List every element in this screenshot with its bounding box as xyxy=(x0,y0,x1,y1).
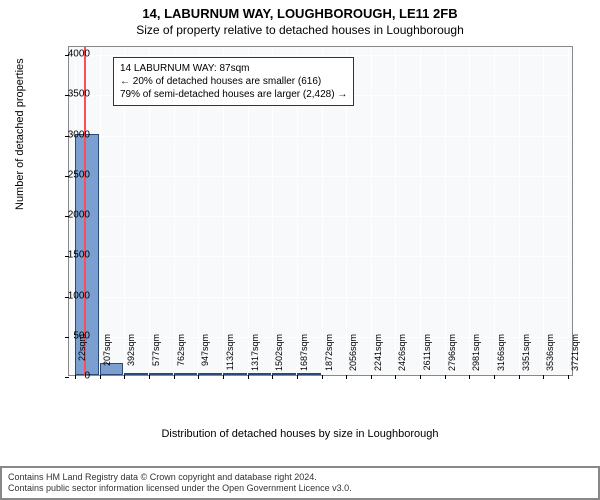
gridline-h xyxy=(69,136,572,137)
xtick-label: 577sqm xyxy=(151,334,161,366)
histogram-bar xyxy=(248,373,272,375)
ytick-label: 2500 xyxy=(68,169,90,180)
xtick-mark xyxy=(297,375,298,379)
plot-wrapper: 14 LABURNUM WAY: 87sqm← 20% of detached … xyxy=(68,46,573,376)
xtick-label: 2056sqm xyxy=(348,334,358,371)
xtick-label: 3351sqm xyxy=(521,334,531,371)
ytick-mark xyxy=(65,337,69,338)
xtick-mark xyxy=(198,375,199,379)
gridline-v xyxy=(568,47,569,375)
xtick-mark xyxy=(371,375,372,379)
gridline-v xyxy=(519,47,520,375)
histogram-bar xyxy=(174,373,198,375)
gridline-h xyxy=(69,377,572,378)
histogram-bar xyxy=(297,373,321,375)
xtick-mark xyxy=(445,375,446,379)
histogram-bar xyxy=(149,373,173,375)
xtick-mark xyxy=(75,375,76,379)
footer-line-1: Contains HM Land Registry data © Crown c… xyxy=(8,472,592,483)
y-axis-label: Number of detached properties xyxy=(14,58,26,210)
annotation-line-2: ← 20% of detached houses are smaller (61… xyxy=(120,75,347,88)
xtick-mark xyxy=(469,375,470,379)
gridline-v xyxy=(371,47,372,375)
annotation-box: 14 LABURNUM WAY: 87sqm← 20% of detached … xyxy=(113,57,354,106)
histogram-bar xyxy=(223,373,247,375)
chart-subtitle: Size of property relative to detached ho… xyxy=(0,21,600,37)
gridline-v xyxy=(420,47,421,375)
histogram-bar xyxy=(124,373,148,375)
xtick-label: 207sqm xyxy=(102,334,112,366)
gridline-h xyxy=(69,297,572,298)
chart-container: 14, LABURNUM WAY, LOUGHBOROUGH, LE11 2FB… xyxy=(0,0,600,500)
gridline-v xyxy=(469,47,470,375)
gridline-v xyxy=(445,47,446,375)
xtick-label: 2796sqm xyxy=(447,334,457,371)
footer-attribution: Contains HM Land Registry data © Crown c… xyxy=(0,466,600,500)
xtick-label: 1132sqm xyxy=(225,334,235,370)
xtick-mark xyxy=(543,375,544,379)
gridline-v xyxy=(395,47,396,375)
x-axis-label: Distribution of detached houses by size … xyxy=(0,428,600,440)
xtick-label: 3536sqm xyxy=(545,334,555,371)
gridline-h xyxy=(69,256,572,257)
xtick-mark xyxy=(322,375,323,379)
xtick-label: 2426sqm xyxy=(397,334,407,371)
xtick-mark xyxy=(223,375,224,379)
annotation-line-3: 79% of semi-detached houses are larger (… xyxy=(120,88,347,101)
xtick-label: 947sqm xyxy=(200,334,210,366)
xtick-mark xyxy=(420,375,421,379)
histogram-bar xyxy=(272,373,296,375)
gridline-v xyxy=(543,47,544,375)
xtick-label: 2981sqm xyxy=(471,334,481,371)
xtick-mark xyxy=(519,375,520,379)
ytick-mark xyxy=(65,377,69,378)
ytick-label: 0 xyxy=(84,371,90,382)
ytick-label: 4000 xyxy=(68,49,90,60)
xtick-label: 762sqm xyxy=(176,334,186,366)
xtick-mark xyxy=(248,375,249,379)
xtick-label: 1317sqm xyxy=(250,334,260,371)
xtick-label: 392sqm xyxy=(126,334,136,366)
gridline-v xyxy=(494,47,495,375)
xtick-mark xyxy=(494,375,495,379)
gridline-h xyxy=(69,55,572,56)
xtick-mark xyxy=(149,375,150,379)
xtick-mark xyxy=(272,375,273,379)
xtick-label: 1872sqm xyxy=(324,334,334,371)
xtick-label: 3721sqm xyxy=(570,334,580,371)
xtick-label: 2241sqm xyxy=(373,334,383,371)
xtick-mark xyxy=(100,375,101,379)
xtick-mark xyxy=(124,375,125,379)
ytick-label: 3500 xyxy=(68,89,90,100)
ytick-label: 1000 xyxy=(68,290,90,301)
ytick-label: 2000 xyxy=(68,210,90,221)
xtick-mark xyxy=(568,375,569,379)
footer-line-2: Contains public sector information licen… xyxy=(8,483,592,494)
gridline-h xyxy=(69,176,572,177)
xtick-label: 2611sqm xyxy=(422,334,432,370)
xtick-mark xyxy=(174,375,175,379)
gridline-v xyxy=(100,47,101,375)
gridline-h xyxy=(69,216,572,217)
plot-area: 14 LABURNUM WAY: 87sqm← 20% of detached … xyxy=(68,46,573,376)
ytick-label: 3000 xyxy=(68,129,90,140)
xtick-label: 3166sqm xyxy=(496,334,506,371)
annotation-line-1: 14 LABURNUM WAY: 87sqm xyxy=(120,62,347,75)
xtick-label: 1687sqm xyxy=(299,334,309,371)
xtick-mark xyxy=(346,375,347,379)
xtick-label: 1502sqm xyxy=(274,334,284,371)
histogram-bar xyxy=(198,373,222,375)
ytick-label: 1500 xyxy=(68,250,90,261)
chart-title: 14, LABURNUM WAY, LOUGHBOROUGH, LE11 2FB xyxy=(0,0,600,21)
xtick-mark xyxy=(395,375,396,379)
xtick-label: 22sqm xyxy=(77,334,87,361)
